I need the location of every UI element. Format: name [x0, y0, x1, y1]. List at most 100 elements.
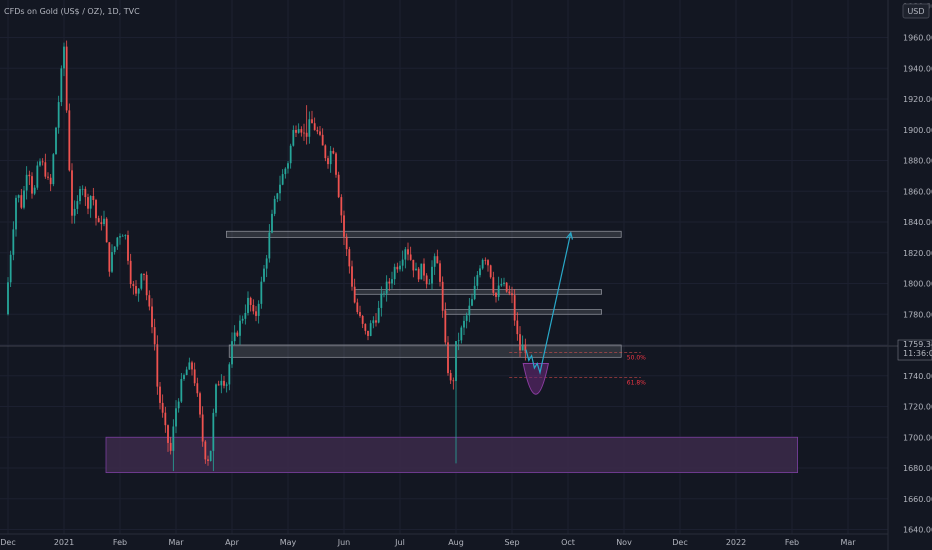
y-tick-label: 1860.00: [903, 187, 932, 196]
candle-body: [300, 129, 303, 133]
candle-body: [20, 195, 23, 208]
candle-body: [436, 256, 439, 264]
candle-body: [375, 320, 377, 323]
candle-body: [97, 218, 100, 223]
candle-body: [191, 362, 193, 370]
candle-body: [228, 364, 231, 385]
candle-body: [489, 265, 492, 278]
x-tick-label: Aug: [448, 538, 464, 547]
candles: [7, 40, 527, 472]
candle-body: [119, 236, 121, 238]
time-axis[interactable]: Dec 2021 Feb Mar Apr May Jun Jul Aug Sep Oct Nov Dec…: [0, 533, 888, 547]
x-tick-label: Jul: [394, 538, 405, 547]
candle-body: [137, 288, 140, 294]
y-tick-label: 1920.00: [903, 95, 932, 104]
candle-body: [409, 254, 412, 260]
candle-body: [388, 281, 391, 284]
candle-body: [231, 341, 233, 365]
candle-body: [81, 188, 84, 190]
candle-body: [351, 266, 353, 287]
y-tick-label: 1800.00: [903, 280, 932, 289]
candle-body: [175, 408, 177, 427]
candle-body: [425, 275, 428, 285]
candle-body: [135, 286, 137, 294]
y-tick-label: 1820.00: [903, 249, 932, 258]
candle-body: [289, 145, 292, 164]
candle-body: [220, 380, 223, 386]
candle-body: [167, 425, 169, 443]
candle-body: [132, 284, 135, 287]
candle-body: [423, 263, 425, 276]
candle-body: [65, 46, 68, 111]
arrow-head-icon: [565, 231, 574, 240]
candle-body: [495, 292, 497, 297]
last-price-tag: [897, 339, 932, 361]
x-tick-label: Mar: [168, 538, 184, 547]
candle-body: [111, 252, 113, 272]
candle-body: [407, 249, 409, 255]
candle-body: [303, 132, 305, 134]
candle-body: [257, 303, 260, 316]
candle-body: [292, 129, 295, 146]
candle-body: [188, 362, 191, 370]
y-tick-label: 1720.00: [903, 403, 932, 412]
candle-body: [239, 320, 241, 336]
candle-body: [284, 168, 287, 175]
candle-body: [265, 258, 268, 269]
candle-body: [9, 254, 12, 283]
x-tick-label: Feb: [113, 538, 127, 547]
candle-body: [319, 131, 321, 135]
candle-body: [116, 237, 119, 247]
candle-body: [55, 127, 57, 155]
candle-body: [449, 373, 452, 381]
candle-body: [460, 327, 463, 341]
fib-label: 61.8%: [627, 379, 646, 386]
candle-body: [71, 170, 73, 216]
candle-body: [159, 386, 161, 403]
candle-body: [89, 196, 92, 209]
candle-body: [396, 266, 399, 270]
candle-body: [308, 119, 311, 137]
y-tick-label: 1700.00: [903, 433, 932, 442]
candle-body: [127, 235, 129, 261]
y-tick-label: 1840.00: [903, 218, 932, 227]
candle-body: [17, 195, 20, 198]
candle-body: [487, 260, 489, 266]
candle-body: [68, 110, 71, 171]
candle-body: [481, 259, 484, 269]
candle-body: [313, 123, 316, 131]
candle-body: [359, 312, 361, 316]
candle-body: [255, 311, 257, 316]
x-tick-label: Oct: [561, 538, 575, 547]
candle-body: [36, 165, 39, 188]
candle-body: [156, 344, 159, 387]
x-tick-label: Apr: [225, 538, 240, 547]
candle-body: [497, 285, 500, 297]
candle-body: [244, 312, 247, 319]
x-tick-label: Feb: [785, 538, 799, 547]
candle-body: [383, 293, 385, 295]
candle-body: [12, 229, 15, 255]
candle-body: [39, 161, 41, 166]
candle-body: [391, 279, 393, 284]
candle-body: [129, 260, 132, 285]
candle-body: [324, 145, 327, 159]
candle-body: [321, 134, 324, 146]
candle-body: [311, 119, 313, 124]
candle-body: [260, 281, 263, 304]
candle-body: [297, 129, 300, 133]
x-tick-label: Nov: [616, 538, 632, 547]
candle-body: [23, 190, 25, 208]
candle-body: [215, 384, 217, 413]
candle-body: [463, 320, 465, 328]
candle-body: [276, 193, 279, 199]
candle-body: [455, 341, 457, 382]
candle-body: [121, 235, 124, 237]
candle-body: [457, 340, 460, 342]
candle-body: [25, 174, 28, 191]
currency-badge[interactable]: [902, 3, 930, 19]
candle-body: [513, 295, 516, 321]
candle-body: [193, 369, 196, 384]
